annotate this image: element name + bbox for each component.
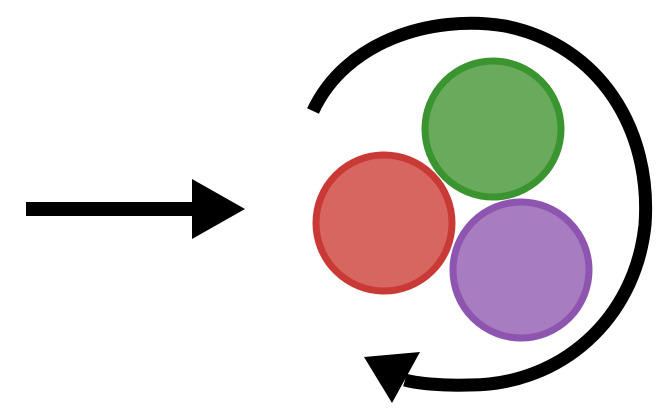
rotation-arrow-head: [364, 352, 420, 403]
straight-arrow-head: [192, 179, 245, 239]
clockwise-rotation-arrow-icon: [307, 16, 653, 403]
green-circle: [421, 57, 565, 201]
rotation-arrow-arc: [307, 16, 653, 392]
right-arrow-icon: [26, 179, 245, 239]
red-circle: [312, 151, 456, 295]
purple-circle: [449, 198, 593, 342]
